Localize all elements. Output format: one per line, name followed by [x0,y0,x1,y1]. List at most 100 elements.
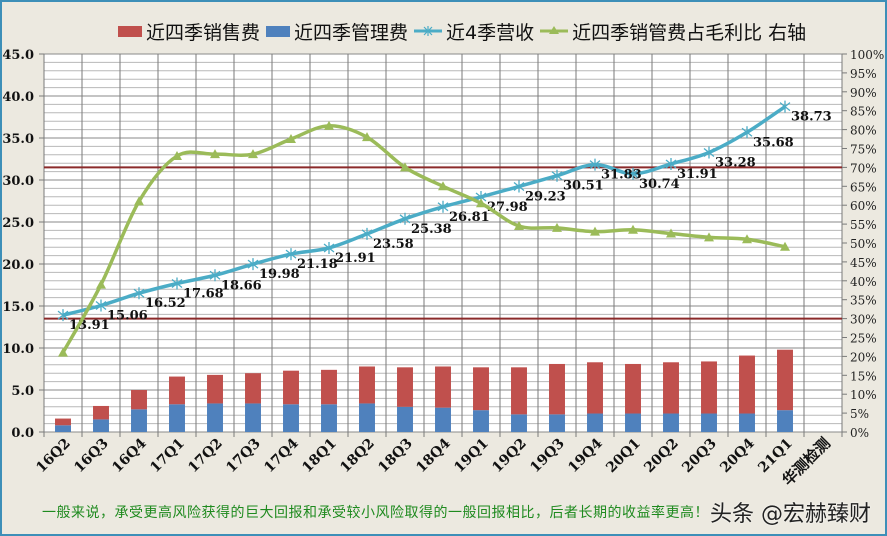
bar-segment [397,367,413,407]
bar-segment [321,369,337,405]
data-label: 30.51 [563,179,604,194]
triangle-marker-icon [286,134,296,144]
right-axis-tick-label: 5% [850,407,869,421]
x-axis-tick-label: 19Q2 [489,436,530,477]
bar-segment [283,404,299,432]
asterisk-marker-icon [247,258,259,271]
data-label: 29.23 [525,189,566,204]
bar-segment [207,403,223,432]
asterisk-marker-icon [323,241,335,254]
bar-segment [549,414,565,432]
right-axis-tick-label: 40% [850,275,877,289]
data-label: 21.18 [297,257,338,272]
right-axis-tick-label: 15% [850,369,877,383]
triangle-marker-icon [96,279,106,289]
left-axis-tick-label: 15.0 [2,300,34,315]
bar-segment [473,367,489,411]
x-axis-tick-label: 17Q4 [261,435,302,476]
triangle-marker-icon [438,181,448,191]
left-axis-tick-label: 20.0 [2,258,34,273]
asterisk-marker-icon [57,309,69,322]
asterisk-marker-icon [133,287,145,300]
bar-segment [397,406,413,432]
asterisk-marker-icon [551,169,563,182]
triangle-marker-icon [400,162,410,172]
right-axis-tick-label: 30% [850,313,877,327]
fee-ratio-line [58,120,790,357]
x-axis-tick-label: 17Q2 [185,436,226,477]
asterisk-marker-icon [513,180,525,193]
triangle-line-icon [540,26,569,34]
data-label: 27.98 [487,200,528,215]
triangle-marker-icon [666,228,676,238]
right-axis-tick-label: 10% [850,388,877,402]
left-axis-tick-label: 30.0 [2,174,34,189]
watermark: 头条 @宏赫臻财 [710,502,871,527]
x-axis-tick-label: 16Q3 [71,436,112,477]
triangle-marker-icon [742,234,752,244]
triangle-marker-icon [210,149,220,159]
x-axis-tick-label: 19Q3 [527,436,568,477]
bar-segment [283,370,299,405]
legend-swatch-red [118,25,142,37]
left-axis-tick-label: 25.0 [2,216,34,231]
x-axis-tick-label: 18Q2 [337,436,378,477]
bar-segment [701,361,717,414]
x-axis-tick-label: 16Q4 [109,435,150,476]
legend-swatch-blue [266,25,291,37]
bar-segment [435,407,451,432]
legend-label: 近四季管理费 [294,21,409,44]
bar-segment [169,376,185,405]
triangle-marker-icon [552,222,562,232]
triangle-marker-icon [362,132,372,142]
asterisk-marker-icon [665,157,677,170]
legend-label: 近4季营收 [446,21,535,44]
triangle-marker-icon [134,196,144,206]
legend-item-fee-ratio: 近四季销管费占毛利比 右轴 [540,18,806,45]
right-axis-tick-label: 65% [850,180,877,194]
data-label: 31.83 [601,168,642,183]
legend-item-admin-fee: 近四季管理费 [266,18,408,45]
triangle-marker-icon [58,347,68,357]
right-axis-tick-label: 50% [850,237,877,251]
data-label: 33.28 [715,155,756,170]
triangle-marker-icon [704,232,714,242]
right-axis-tick-label: 20% [850,350,877,364]
left-axis: 0.0 5.0 10.0 15.0 20.0 25.0 30.0 35.0 40.0 45.0 [2,48,44,441]
data-label: 18.66 [221,278,262,293]
revenue-line: 13.9115.0616.5217.6818.6619.9821.1821.91… [57,100,832,333]
right-axis-tick-label: 95% [850,67,877,81]
data-label: 25.38 [411,222,452,237]
left-axis-tick-label: 40.0 [2,90,34,105]
asterisk-marker-icon [95,299,107,312]
data-label: 23.58 [373,237,414,252]
bar-series [55,349,793,432]
right-axis-tick-label: 25% [850,332,877,346]
bar-segment [359,366,375,404]
triangle-marker-icon [628,224,638,234]
x-axis-tick-label: 19Q4 [565,435,606,476]
x-axis-tick-label: 20Q1 [603,436,644,477]
left-axis-tick-label: 10.0 [2,342,34,357]
bar-segment [93,419,109,432]
asterisk-marker-icon [627,167,639,180]
x-axis-tick-label: 20Q4 [717,435,758,476]
bar-segment [587,362,603,414]
asterisk-marker-icon [209,269,221,282]
chart-legend: 近四季销售费 近四季管理费 近4季营收 近四季销管费占毛利比 右轴 [118,16,806,46]
bar-segment [131,390,147,410]
asterisk-marker-icon [779,100,791,113]
bar-segment [131,409,147,432]
x-axis-tick-label: 17Q1 [147,436,188,477]
right-axis-tick-label: 70% [850,161,877,175]
x-axis-tick-label: 20Q2 [641,436,682,477]
x-axis-tick-label: 18Q1 [299,436,340,477]
data-label: 31.91 [677,167,718,182]
footnote: 一般来说，承受更高风险获得的巨大回报和承受较小风险取得的一般回报相比，后者长期的… [42,505,709,521]
bar-segment [587,413,603,432]
asterisk-marker-icon [361,227,373,240]
data-label: 21.91 [335,251,376,266]
x-axis-tick-label: 18Q4 [413,435,454,476]
bar-segment [55,418,71,426]
bar-segment [359,403,375,432]
